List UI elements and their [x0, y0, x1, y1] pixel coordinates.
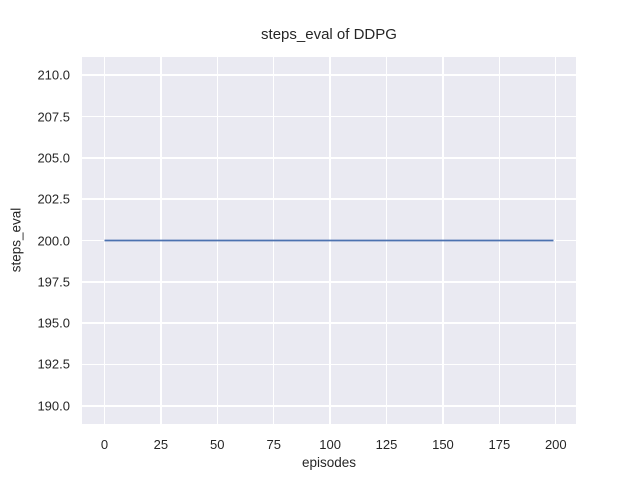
y-gridline [82, 198, 576, 200]
x-tick-label: 75 [266, 437, 281, 452]
x-tick-label: 150 [432, 437, 454, 452]
y-tick-label: 195.0 [37, 315, 70, 331]
x-axis-label: episodes [301, 455, 357, 470]
x-tick-label: 100 [319, 437, 341, 452]
y-tick-label: 190.0 [37, 398, 70, 414]
y-tick-label: 192.5 [37, 356, 70, 372]
y-gridline [82, 281, 576, 283]
y-tick-label: 197.5 [37, 274, 70, 290]
y-tick-label: 205.0 [37, 150, 70, 166]
x-tick-label: 50 [210, 437, 225, 452]
x-tick-label: 175 [488, 437, 511, 452]
y-tick-label: 200.0 [37, 233, 70, 248]
x-tick-label: 200 [544, 437, 567, 452]
chart-title: steps_eval of DDPG [261, 26, 397, 43]
x-tick-label: 0 [100, 437, 109, 452]
x-tick-label: 25 [153, 437, 169, 452]
y-gridline [82, 115, 576, 118]
y-gridline [82, 74, 576, 76]
y-gridline [82, 322, 576, 324]
plot-area [82, 57, 576, 424]
y-gridline [82, 363, 576, 366]
y-tick-label: 202.5 [37, 191, 70, 207]
y-gridline [82, 157, 576, 159]
series-layer [104, 239, 554, 242]
x-tick-label: 125 [375, 437, 398, 452]
y-tick-label: 210.0 [37, 67, 70, 83]
y-gridline [82, 405, 576, 407]
y-tick-label: 207.5 [37, 109, 70, 124]
